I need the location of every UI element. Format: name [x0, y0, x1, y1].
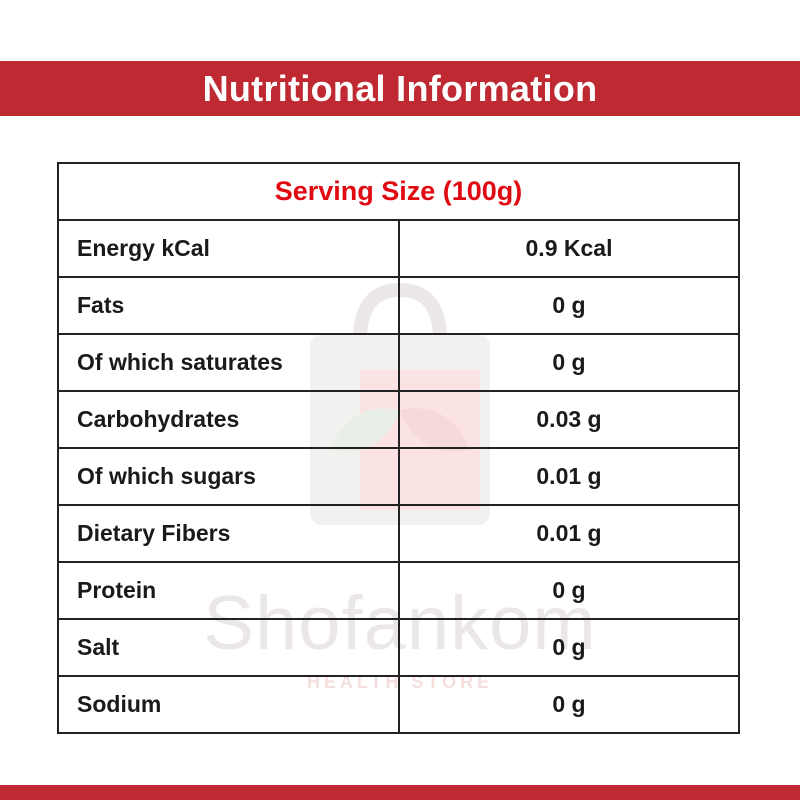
nutrient-value: 0 g: [398, 333, 740, 392]
nutrient-value: 0.03 g: [398, 390, 740, 449]
nutrient-value: 0 g: [398, 276, 740, 335]
table-row: Of which saturates 0 g: [57, 333, 740, 392]
nutrient-value: 0 g: [398, 618, 740, 677]
nutrient-label: Salt: [57, 618, 400, 677]
table-row: Of which sugars 0.01 g: [57, 447, 740, 506]
serving-size-header: Serving Size (100g): [57, 162, 740, 221]
nutrient-label: Sodium: [57, 675, 400, 734]
table-row: Carbohydrates 0.03 g: [57, 390, 740, 449]
table-row: Protein 0 g: [57, 561, 740, 620]
table-row: Sodium 0 g: [57, 675, 740, 734]
nutrient-label: Dietary Fibers: [57, 504, 400, 563]
table-row: Fats 0 g: [57, 276, 740, 335]
nutrient-value: 0.01 g: [398, 447, 740, 506]
nutrient-value: 0 g: [398, 561, 740, 620]
nutrient-label: Protein: [57, 561, 400, 620]
nutrient-value: 0.01 g: [398, 504, 740, 563]
serving-size-row: Serving Size (100g): [57, 162, 740, 221]
title-banner: Nutritional Information: [0, 61, 800, 116]
table-row: Dietary Fibers 0.01 g: [57, 504, 740, 563]
page-title: Nutritional Information: [202, 67, 598, 109]
nutrient-label: Of which sugars: [57, 447, 400, 506]
table-row: Energy kCal 0.9 Kcal: [57, 219, 740, 278]
nutrient-label: Fats: [57, 276, 400, 335]
nutrient-value: 0.9 Kcal: [398, 219, 740, 278]
nutrient-label: Energy kCal: [57, 219, 400, 278]
nutrient-label: Of which saturates: [57, 333, 400, 392]
nutrition-table: Serving Size (100g) Energy kCal 0.9 Kcal…: [57, 162, 740, 734]
table-row: Salt 0 g: [57, 618, 740, 677]
nutrient-label: Carbohydrates: [57, 390, 400, 449]
nutrient-value: 0 g: [398, 675, 740, 734]
bottom-accent-bar: [0, 785, 800, 800]
